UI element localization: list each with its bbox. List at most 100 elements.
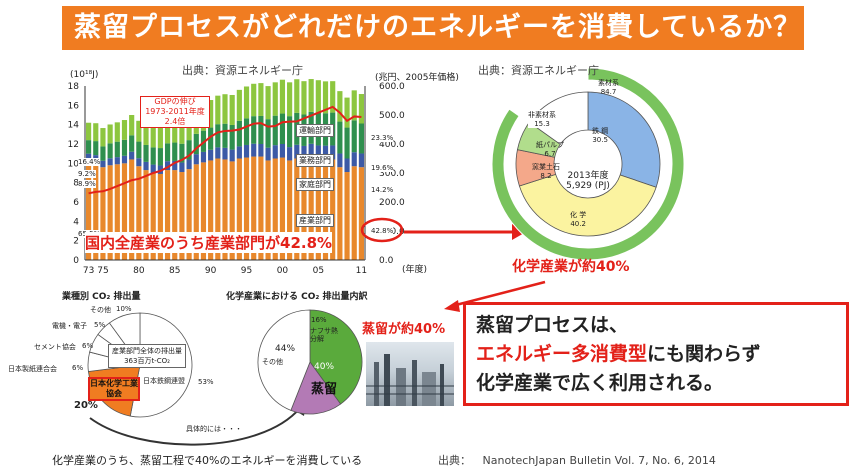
bar-1973-series-2 <box>86 140 92 154</box>
y2-tick-400.0: 400.0 <box>379 140 405 150</box>
chem-pie-title: 化学産業における CO₂ 排出量内訳 <box>226 292 368 302</box>
bar-2007-series-0 <box>330 159 336 260</box>
bar-1976-series-3 <box>107 124 113 144</box>
bottom-source: 出典： NanotechJapan Bulletin Vol. 7, No. 6… <box>438 452 716 468</box>
y-tick-4: 4 <box>73 217 79 227</box>
bar-1993-series-3 <box>229 94 235 125</box>
bar-1973-series-3 <box>86 122 92 141</box>
y-tick-6: 6 <box>73 198 79 208</box>
x-tick-73: 73 <box>83 266 94 276</box>
bar-1984-series-2 <box>164 143 171 162</box>
donut-paper-label: 紙パルプ 6.7 <box>536 140 564 158</box>
y2-tick-500.0: 500.0 <box>379 111 405 121</box>
bar-2000-series-1 <box>279 144 286 158</box>
donut-outer-name: 素材系 <box>598 79 619 87</box>
bar-1987-series-2 <box>186 140 192 160</box>
right-pct-industry: 42.8% <box>371 227 394 235</box>
bar-1986-series-0 <box>179 172 185 260</box>
y-tick-8: 8 <box>73 179 79 189</box>
bar-1979-series-1 <box>129 151 135 160</box>
distillation-plant-photo <box>366 342 454 406</box>
x-tick-75: 75 <box>97 266 108 276</box>
donut-center-year: 2013年度 <box>567 171 609 181</box>
bar-1983-series-1 <box>157 165 163 174</box>
bar-2009-series-2 <box>344 127 350 159</box>
bar-1975-series-0 <box>100 167 106 260</box>
bar-1982-series-2 <box>150 147 156 165</box>
bar-1992-series-0 <box>222 159 228 260</box>
donut-steel-label: 鉄 鋼 30.5 <box>592 126 608 144</box>
x-tick-85: 85 <box>169 266 180 276</box>
bar-2001-series-2 <box>287 116 293 148</box>
bar-1977-series-2 <box>114 141 120 158</box>
x-tick-80: 80 <box>133 266 145 276</box>
chem-other-label: その他 <box>262 358 283 366</box>
right-pct-household: 14.2% <box>371 186 394 194</box>
bar-1980-series-3 <box>136 120 142 142</box>
bar-1982-series-3 <box>150 126 156 148</box>
co2-pie-title: 業種別 CO₂ 排出量 <box>62 292 141 302</box>
bar-1996-series-1 <box>251 143 257 157</box>
bar-1974-series-0 <box>93 161 99 260</box>
co2-electric-label: 電機・電子 <box>52 322 87 330</box>
bar-1997-series-3 <box>258 83 264 116</box>
bar-1997-series-0 <box>258 156 264 260</box>
co2-chemical-label: 日本化学工業協会 <box>88 377 140 401</box>
bar-1981-series-1 <box>143 161 149 171</box>
bar-2011-series-2 <box>358 123 364 154</box>
right-unit-label: (兆円、2005年価格) <box>375 73 459 83</box>
bar-1993-series-0 <box>229 161 235 260</box>
donut-paper-name: 紙パルプ <box>536 141 564 149</box>
bar-1990-series-2 <box>208 127 214 150</box>
bar-1980-series-0 <box>136 166 142 260</box>
chem-naphtha-value: 16% <box>311 316 327 324</box>
left-pct-household: 8.9% <box>78 180 96 188</box>
chem-slice-2 <box>257 309 311 411</box>
bar-2005-series-3 <box>315 80 321 113</box>
gdp-line <box>88 105 362 195</box>
co2-paper-label: 日本製紙連合会 <box>8 365 57 373</box>
bar-1987-series-0 <box>186 169 192 260</box>
donut-paper-value: 6.7 <box>544 150 556 158</box>
distillation-share-callout: 蒸留が約40% <box>362 322 446 337</box>
y-tick-18: 18 <box>68 82 80 92</box>
bar-1979-series-3 <box>129 115 135 136</box>
x-tick-95: 95 <box>241 266 252 276</box>
page-title: 蒸留プロセスがどれだけのエネルギーを消費しているか？ <box>62 6 804 50</box>
bar-1978-series-2 <box>121 139 128 156</box>
bar-1973-series-1 <box>86 153 92 160</box>
y-tick-10: 10 <box>68 159 80 169</box>
bar-1987-series-3 <box>186 115 192 141</box>
bar-2006-series-1 <box>322 145 329 160</box>
bar-2010-series-1 <box>351 152 357 167</box>
bar-1989-series-1 <box>200 151 207 163</box>
chemical-share-callout: 化学産業が約40% <box>512 259 630 275</box>
co2-steel-label: 日本鉄鋼連盟 <box>143 377 185 385</box>
donut-outer-ring <box>491 67 685 261</box>
donut-chemical-name: 化 学 <box>570 211 587 219</box>
bar-2004-series-1 <box>308 143 314 158</box>
gdp-note-line2: 1973-2011年度 <box>145 107 205 116</box>
donut-chemical-value: 40.2 <box>570 220 586 228</box>
bar-1998-series-3 <box>265 86 271 120</box>
bar-2008-series-0 <box>337 167 343 260</box>
message-line1: 蒸留プロセスは、 <box>476 314 629 336</box>
y-tick-16: 16 <box>68 101 80 111</box>
co2-chemical-value: 20% <box>74 400 98 411</box>
bar-1997-series-2 <box>258 115 264 144</box>
co2-cement-value: 6% <box>82 342 94 350</box>
gdp-note-line1: GDPの伸び <box>154 97 196 106</box>
gdp-note-line3: 2.4倍 <box>164 117 186 126</box>
donut-slice-1 <box>518 173 657 237</box>
chem-pie-chart <box>257 309 363 415</box>
donut-outer-label: 素材系 84.7 <box>598 78 619 96</box>
bar-1994-series-2 <box>236 120 242 147</box>
right-pct-transport: 23.3% <box>371 134 394 142</box>
bar-1999-series-2 <box>272 115 278 146</box>
co2-steel-value: 53% <box>198 378 214 386</box>
bar-2011-series-1 <box>358 153 364 168</box>
bar-2008-series-2 <box>337 121 343 154</box>
message-highlight: エネルギー多消費型 <box>476 343 648 365</box>
bar-1995-series-1 <box>243 144 250 158</box>
bar-1988-series-2 <box>193 133 199 155</box>
